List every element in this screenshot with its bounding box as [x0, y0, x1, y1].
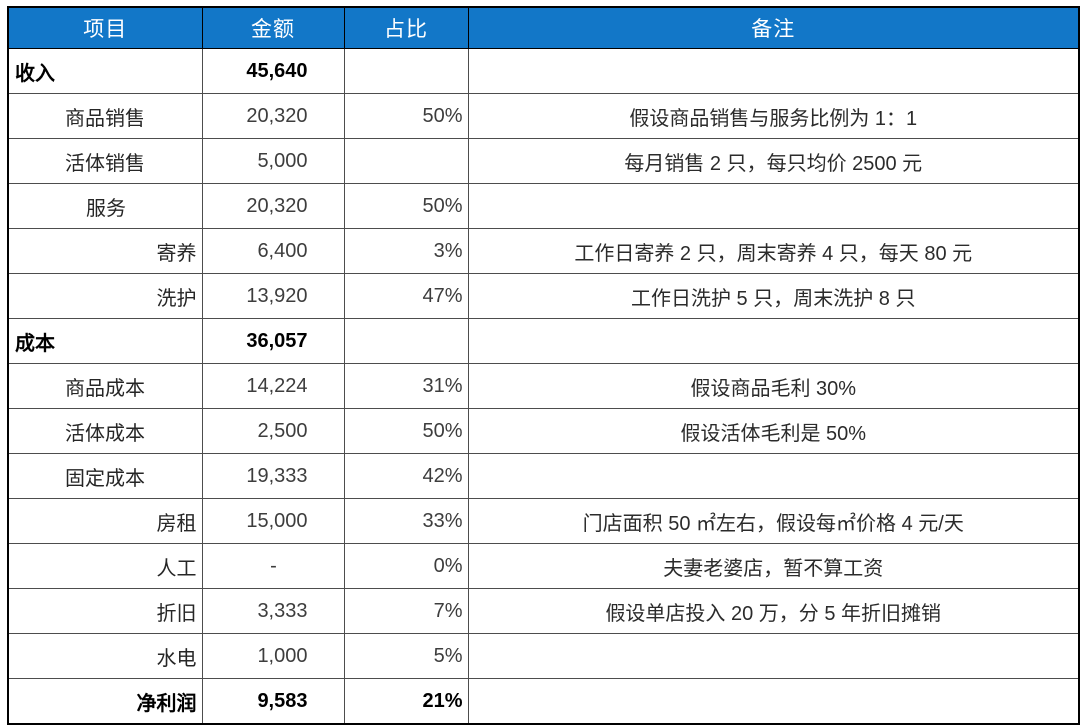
cell-pct[interactable]: 42% [343, 453, 469, 499]
table-body: 收入 45,640 商品销售 20,320 50% 假设商品销售与服务比例为 1：1 活体销… [7, 48, 1080, 725]
table-row: 商品销售 20,320 50% 假设商品销售与服务比例为 1：1 [7, 93, 1080, 139]
cell-amount[interactable]: 5,000 [201, 138, 345, 184]
cell-amount[interactable]: 20,320 [201, 93, 345, 139]
cell-note[interactable]: 假设活体毛利是 50% [467, 408, 1080, 454]
cell-note[interactable]: 假设单店投入 20 万，分 5 年折旧摊销 [467, 588, 1080, 634]
table-header: 项目 金额 占比 备注 [7, 6, 1080, 49]
cell-amount[interactable]: 2,500 [201, 408, 345, 454]
cell-item[interactable]: 折旧 [7, 588, 203, 634]
cell-note[interactable]: 门店面积 50 ㎡左右，假设每㎡价格 4 元/天 [467, 498, 1080, 544]
header-cell-pct[interactable]: 占比 [343, 6, 469, 49]
cell-amount[interactable]: 6,400 [201, 228, 345, 274]
cell-note[interactable]: 假设商品销售与服务比例为 1：1 [467, 93, 1080, 139]
cell-amount[interactable]: 36,057 [201, 318, 345, 364]
cell-note[interactable]: 工作日寄养 2 只，周末寄养 4 只，每天 80 元 [467, 228, 1080, 274]
header-row: 项目 金额 占比 备注 [7, 6, 1080, 49]
header-cell-amount[interactable]: 金额 [201, 6, 345, 49]
cell-pct[interactable]: 50% [343, 183, 469, 229]
cell-item[interactable]: 活体销售 [7, 138, 203, 184]
table-row: 折旧 3,333 7% 假设单店投入 20 万，分 5 年折旧摊销 [7, 588, 1080, 634]
cell-item[interactable]: 商品销售 [7, 93, 203, 139]
table-row: 收入 45,640 [7, 48, 1080, 94]
header-cell-note[interactable]: 备注 [467, 6, 1080, 49]
table-row: 成本 36,057 [7, 318, 1080, 364]
cell-amount[interactable]: 19,333 [201, 453, 345, 499]
cell-item[interactable]: 洗护 [7, 273, 203, 319]
cell-amount[interactable]: 9,583 [201, 678, 345, 725]
table-row: 活体销售 5,000 每月销售 2 只，每只均价 2500 元 [7, 138, 1080, 184]
cell-item[interactable]: 收入 [7, 48, 203, 94]
cell-note[interactable] [467, 633, 1080, 679]
cell-item[interactable]: 活体成本 [7, 408, 203, 454]
table-row: 商品成本 14,224 31% 假设商品毛利 30% [7, 363, 1080, 409]
cell-pct[interactable]: 47% [343, 273, 469, 319]
cell-amount[interactable]: 45,640 [201, 48, 345, 94]
cell-amount[interactable]: - [201, 543, 345, 589]
table-row: 活体成本 2,500 50% 假设活体毛利是 50% [7, 408, 1080, 454]
cell-item[interactable]: 水电 [7, 633, 203, 679]
cell-item[interactable]: 寄养 [7, 228, 203, 274]
cell-amount[interactable]: 20,320 [201, 183, 345, 229]
cell-pct[interactable]: 21% [343, 678, 469, 725]
cell-pct[interactable]: 3% [343, 228, 469, 274]
cell-amount[interactable]: 14,224 [201, 363, 345, 409]
cell-pct[interactable]: 33% [343, 498, 469, 544]
cell-item[interactable]: 人工 [7, 543, 203, 589]
cell-amount[interactable]: 3,333 [201, 588, 345, 634]
cell-note[interactable]: 夫妻老婆店，暂不算工资 [467, 543, 1080, 589]
cell-pct[interactable]: 0% [343, 543, 469, 589]
table-row: 人工 -0% 夫妻老婆店，暂不算工资 [7, 543, 1080, 589]
cell-note[interactable] [467, 678, 1080, 725]
cell-item[interactable]: 房租 [7, 498, 203, 544]
cell-pct[interactable] [343, 318, 469, 364]
cell-pct[interactable]: 5% [343, 633, 469, 679]
cell-note[interactable]: 假设商品毛利 30% [467, 363, 1080, 409]
cell-pct[interactable]: 31% [343, 363, 469, 409]
cell-pct[interactable]: 50% [343, 408, 469, 454]
table-row: 寄养 6,400 3% 工作日寄养 2 只，周末寄养 4 只，每天 80 元 [7, 228, 1080, 274]
cell-note[interactable] [467, 453, 1080, 499]
table-row: 洗护 13,920 47% 工作日洗护 5 只，周末洗护 8 只 [7, 273, 1080, 319]
cell-amount[interactable]: 15,000 [201, 498, 345, 544]
table-row: 房租 15,000 33% 门店面积 50 ㎡左右，假设每㎡价格 4 元/天 [7, 498, 1080, 544]
cell-note[interactable] [467, 183, 1080, 229]
cell-pct[interactable]: 50% [343, 93, 469, 139]
cell-item[interactable]: 服务 [7, 183, 203, 229]
table-row: 水电 1,000 5% [7, 633, 1080, 679]
cell-note[interactable]: 每月销售 2 只，每只均价 2500 元 [467, 138, 1080, 184]
cell-item[interactable]: 商品成本 [7, 363, 203, 409]
financial-table: 项目 金额 占比 备注 收入 45,640 商品销售 20,320 50% 假设商品销售与… [7, 6, 1080, 725]
cell-pct[interactable]: 7% [343, 588, 469, 634]
cell-amount[interactable]: 13,920 [201, 273, 345, 319]
cell-item[interactable]: 固定成本 [7, 453, 203, 499]
header-cell-item[interactable]: 项目 [7, 6, 203, 49]
table-row: 净利润 9,583 21% [7, 678, 1080, 725]
cell-amount[interactable]: 1,000 [201, 633, 345, 679]
cell-note[interactable] [467, 318, 1080, 364]
cell-note[interactable]: 工作日洗护 5 只，周末洗护 8 只 [467, 273, 1080, 319]
cell-item[interactable]: 成本 [7, 318, 203, 364]
cell-note[interactable] [467, 48, 1080, 94]
cell-pct[interactable] [343, 138, 469, 184]
cell-item[interactable]: 净利润 [7, 678, 203, 725]
cell-pct[interactable] [343, 48, 469, 94]
table-row: 固定成本 19,333 42% [7, 453, 1080, 499]
table-row: 服务 20,320 50% [7, 183, 1080, 229]
